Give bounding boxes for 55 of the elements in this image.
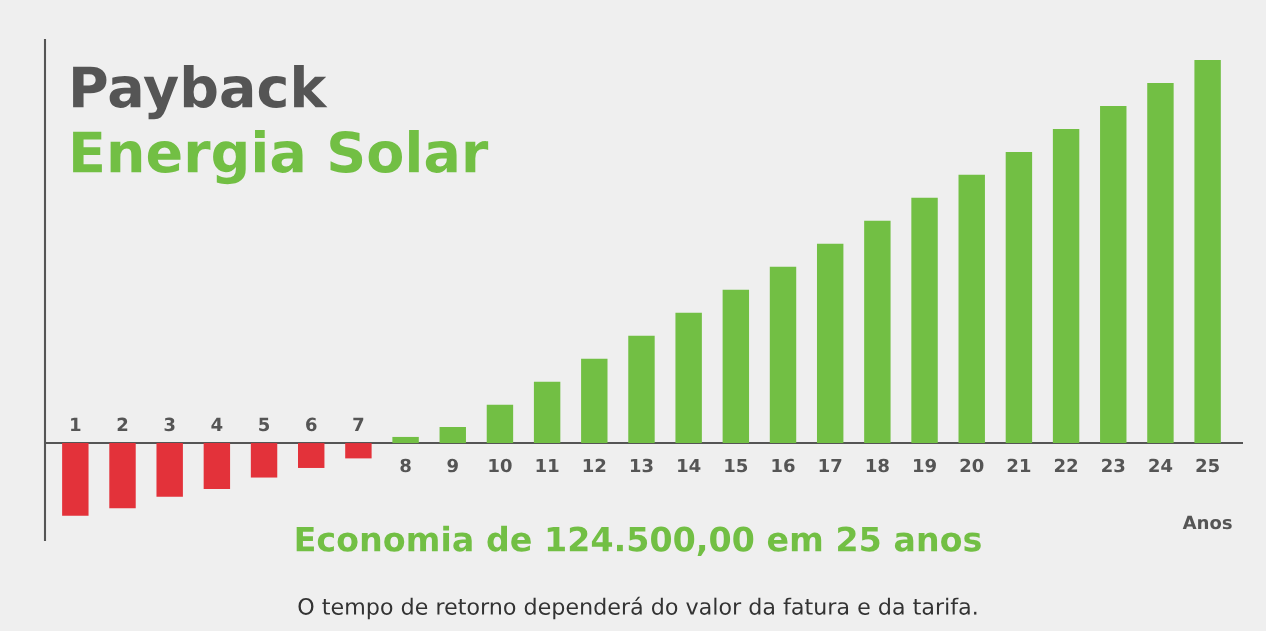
bar	[298, 443, 325, 468]
x-tick-label: 23	[1102, 458, 1125, 473]
x-tick-label: 24	[1149, 458, 1173, 473]
x-tick-label: 21	[1007, 458, 1031, 473]
x-tick-label: 4	[211, 417, 223, 431]
bar	[1052, 128, 1080, 444]
x-axis-title: Anos	[1182, 515, 1232, 530]
bar	[533, 381, 561, 444]
bar	[722, 289, 750, 444]
bar	[250, 443, 278, 478]
bar	[1194, 59, 1221, 444]
bar	[62, 443, 89, 516]
x-tick-label: 3	[164, 417, 175, 432]
x-tick-label: 7	[353, 417, 364, 431]
bar	[1005, 151, 1033, 444]
text: Energia Solar	[73, 130, 489, 185]
x-tick-label: 18	[866, 458, 889, 473]
bar	[581, 358, 608, 444]
bar	[628, 335, 655, 444]
bar	[816, 243, 844, 444]
x-tick-label: 16	[772, 458, 795, 473]
x-tick-label: 6	[306, 417, 317, 432]
bar	[864, 220, 891, 444]
bar	[392, 436, 419, 444]
bar	[156, 443, 183, 497]
bar	[675, 312, 702, 444]
x-tick-label: 1	[71, 417, 81, 431]
x-tick-label: 2	[117, 417, 128, 431]
bar	[769, 266, 797, 444]
bar	[203, 443, 231, 490]
x-tick-label: 11	[536, 458, 559, 473]
x-tick-label: 20	[960, 458, 984, 473]
bar	[109, 443, 136, 509]
bar	[911, 197, 938, 444]
chart-title: Payback	[73, 65, 328, 120]
x-tick-label: 8	[400, 458, 411, 473]
x-tick-label: 15	[725, 458, 748, 473]
x-tick-label: 12	[583, 458, 606, 473]
bar	[958, 174, 985, 444]
bar	[1100, 105, 1127, 444]
bar	[345, 443, 372, 459]
text: O tempo de retorno dependerá do valor da fatura e da tarifa.	[298, 596, 977, 620]
x-tick-label: 5	[259, 417, 270, 432]
bar	[1147, 82, 1174, 444]
x-tick-label: 19	[914, 458, 936, 473]
text: Economia de 124.500,00 em 25 anos	[296, 525, 981, 556]
x-tick-label: 14	[678, 458, 701, 473]
bar	[439, 426, 466, 444]
x-tick-label: 10	[489, 458, 512, 473]
x-tick-label: 13	[630, 458, 653, 473]
x-tick-label: 22	[1054, 458, 1078, 473]
x-tick-label: 17	[819, 458, 842, 473]
x-tick-label: 25	[1196, 458, 1219, 473]
bar	[486, 404, 514, 444]
x-tick-label: 9	[447, 458, 458, 473]
